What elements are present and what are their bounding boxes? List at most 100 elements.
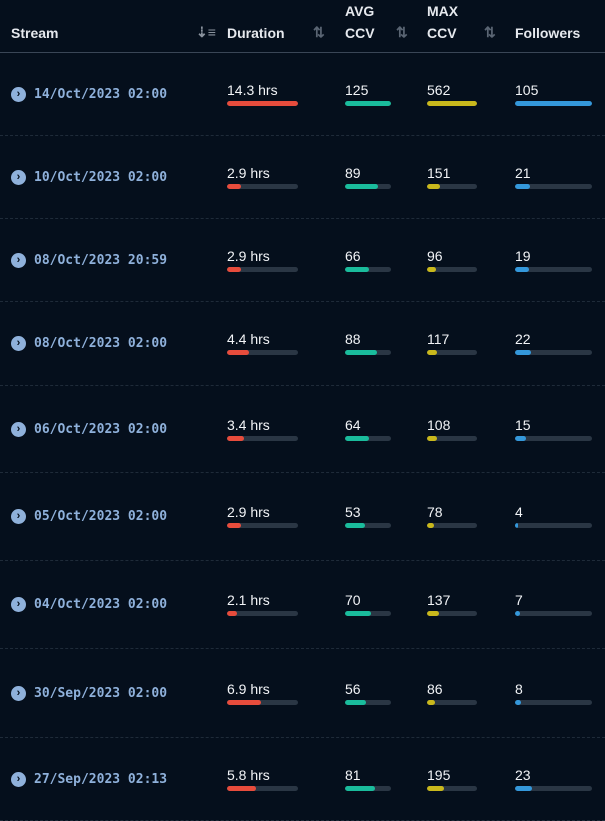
duration-cell: 4.4 hrs (227, 331, 298, 355)
stream-link[interactable]: › 08/Oct/2023 20:59 (11, 253, 167, 268)
avg-ccv-cell: 66 (345, 248, 391, 272)
followers-cell: 21 (515, 165, 592, 189)
max-ccv-value: 137 (427, 592, 451, 608)
table-row[interactable]: › 08/Oct/2023 02:00 4.4 hrs 88 117 22 (0, 301, 605, 386)
max-ccv-bar-fill (427, 786, 445, 791)
avg-line-2: CCV (345, 25, 375, 41)
followers-bar-fill (515, 786, 532, 791)
avg-ccv-value: 81 (345, 767, 361, 783)
duration-bar (227, 350, 298, 355)
followers-bar-fill (515, 700, 521, 705)
expand-chevron-icon[interactable]: › (11, 686, 26, 701)
stream-link[interactable]: › 06/Oct/2023 02:00 (11, 422, 167, 437)
stream-link[interactable]: › 04/Oct/2023 02:00 (11, 597, 167, 612)
column-header-followers[interactable]: Followers (515, 25, 581, 41)
duration-value: 2.9 hrs (227, 248, 270, 264)
duration-bar-fill (227, 700, 262, 705)
expand-chevron-icon[interactable]: › (11, 597, 26, 612)
stream-date[interactable]: 05/Oct/2023 02:00 (34, 509, 168, 524)
avg-ccv-bar (345, 786, 391, 791)
duration-bar-fill (227, 184, 242, 189)
stream-date[interactable]: 27/Sep/2023 02:13 (34, 772, 168, 787)
followers-bar (515, 700, 592, 705)
max-ccv-bar (427, 350, 477, 355)
table-row[interactable]: › 04/Oct/2023 02:00 2.1 hrs 70 137 7 (0, 560, 605, 649)
table-row[interactable]: › 05/Oct/2023 02:00 2.9 hrs 53 78 4 (0, 472, 605, 561)
avg-ccv-bar (345, 700, 391, 705)
stream-date[interactable]: 04/Oct/2023 02:00 (34, 597, 168, 612)
stream-date[interactable]: 08/Oct/2023 02:00 (34, 336, 168, 351)
stream-link[interactable]: › 14/Oct/2023 02:00 (11, 87, 167, 102)
expand-chevron-icon[interactable]: › (11, 170, 26, 185)
avg-ccv-value: 88 (345, 331, 361, 347)
followers-bar-fill (515, 101, 592, 106)
max-ccv-cell: 562 (427, 82, 477, 106)
stream-date[interactable]: 08/Oct/2023 20:59 (34, 253, 168, 268)
duration-value: 2.1 hrs (227, 592, 270, 608)
expand-chevron-icon[interactable]: › (11, 422, 26, 437)
stream-date[interactable]: 14/Oct/2023 02:00 (34, 87, 168, 102)
duration-bar (227, 700, 298, 705)
max-ccv-value: 86 (427, 681, 443, 697)
avg-ccv-bar-fill (345, 786, 375, 791)
table-row[interactable]: › 08/Oct/2023 20:59 2.9 hrs 66 96 19 (0, 218, 605, 302)
duration-value: 2.9 hrs (227, 165, 270, 181)
expand-chevron-icon[interactable]: › (11, 336, 26, 351)
followers-cell: 8 (515, 681, 592, 705)
followers-bar-fill (515, 611, 521, 616)
duration-cell: 2.9 hrs (227, 165, 298, 189)
expand-chevron-icon[interactable]: › (11, 253, 26, 268)
duration-value: 6.9 hrs (227, 681, 270, 697)
followers-bar-fill (515, 267, 529, 272)
followers-value: 15 (515, 417, 531, 433)
stream-date[interactable]: 10/Oct/2023 02:00 (34, 170, 168, 185)
max-ccv-value: 562 (427, 82, 451, 98)
sort-icon[interactable]: ⇅ (484, 24, 496, 40)
expand-chevron-icon[interactable]: › (11, 509, 26, 524)
stream-link[interactable]: › 10/Oct/2023 02:00 (11, 170, 167, 185)
sort-icon[interactable]: ⇅ (396, 24, 408, 40)
stream-link[interactable]: › 27/Sep/2023 02:13 (11, 772, 167, 787)
column-header-max-ccv[interactable]: MAX CCV (427, 0, 458, 44)
max-ccv-bar (427, 786, 477, 791)
table-header: Stream ⇣≡ Duration ⇅ AVG CCV ⇅ MAX CCV ⇅… (0, 0, 605, 53)
avg-ccv-bar (345, 611, 391, 616)
avg-ccv-bar-fill (345, 523, 365, 528)
max-ccv-cell: 108 (427, 417, 477, 441)
avg-ccv-bar-fill (345, 350, 378, 355)
stream-date[interactable]: 06/Oct/2023 02:00 (34, 422, 168, 437)
column-header-avg-ccv[interactable]: AVG CCV (345, 0, 375, 44)
stream-link[interactable]: › 05/Oct/2023 02:00 (11, 509, 167, 524)
max-ccv-bar-fill (427, 436, 437, 441)
table-row[interactable]: › 27/Sep/2023 02:13 5.8 hrs 81 195 23 (0, 737, 605, 821)
stream-date[interactable]: 30/Sep/2023 02:00 (34, 686, 168, 701)
max-ccv-cell: 78 (427, 504, 477, 528)
avg-ccv-bar (345, 523, 391, 528)
max-ccv-bar (427, 523, 477, 528)
expand-chevron-icon[interactable]: › (11, 772, 26, 787)
table-row[interactable]: › 30/Sep/2023 02:00 6.9 hrs 56 86 8 (0, 648, 605, 738)
max-ccv-bar-fill (427, 184, 441, 189)
column-header-stream[interactable]: Stream (11, 25, 59, 41)
followers-cell: 19 (515, 248, 592, 272)
table-row[interactable]: › 06/Oct/2023 02:00 3.4 hrs 64 108 15 (0, 385, 605, 473)
table-row[interactable]: › 14/Oct/2023 02:00 14.3 hrs 125 562 105 (0, 52, 605, 136)
avg-ccv-bar (345, 184, 391, 189)
max-ccv-bar-fill (427, 611, 440, 616)
column-header-duration[interactable]: Duration (227, 25, 285, 41)
avg-ccv-bar-fill (345, 700, 366, 705)
max-ccv-bar-fill (427, 101, 477, 106)
sort-icon[interactable]: ⇅ (313, 24, 325, 40)
expand-chevron-icon[interactable]: › (11, 87, 26, 102)
table-row[interactable]: › 10/Oct/2023 02:00 2.9 hrs 89 151 21 (0, 135, 605, 219)
sort-desc-icon[interactable]: ⇣≡ (196, 24, 216, 40)
avg-ccv-cell: 89 (345, 165, 391, 189)
max-ccv-value: 195 (427, 767, 451, 783)
avg-ccv-value: 56 (345, 681, 361, 697)
avg-ccv-cell: 81 (345, 767, 391, 791)
stream-link[interactable]: › 08/Oct/2023 02:00 (11, 336, 167, 351)
max-ccv-value: 78 (427, 504, 443, 520)
stream-link[interactable]: › 30/Sep/2023 02:00 (11, 686, 167, 701)
avg-ccv-bar-fill (345, 436, 369, 441)
max-ccv-bar (427, 700, 477, 705)
